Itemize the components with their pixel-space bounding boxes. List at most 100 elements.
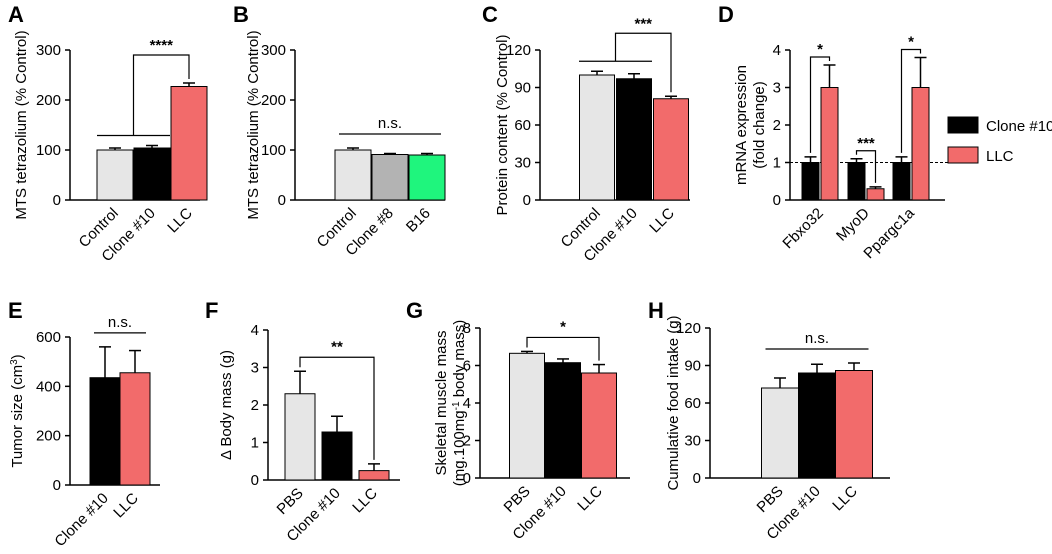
bar: [334, 149, 372, 201]
significance-bracket: [526, 336, 600, 361]
y-tick-label: 2: [773, 117, 781, 134]
y-tick-label: 0: [53, 192, 61, 209]
bar: [761, 387, 799, 479]
y-tick-label: 0: [463, 470, 471, 487]
panel-g: G 0 2 4 6 8 Skeletal muscle mass (mg.100mg-1 bo…: [406, 298, 630, 543]
bar: [579, 74, 615, 201]
bar: [581, 372, 617, 479]
significance-label: *: [908, 34, 914, 51]
y-tick-label: 60: [684, 395, 701, 412]
y-tick-label: 3: [773, 80, 781, 97]
panel-letter: B: [233, 2, 249, 27]
y-axis-label: MTS tetrazolium (% Control): [13, 30, 30, 219]
bar: [835, 370, 873, 479]
y-tick-label: 90: [514, 80, 531, 97]
panel-letter: F: [205, 298, 218, 323]
y-tick-label: 0: [278, 192, 286, 209]
x-tick-label: LLC: [110, 490, 142, 522]
bar: [321, 431, 353, 481]
x-tick-label: LLC: [349, 485, 381, 517]
significance-bracket: [855, 150, 877, 183]
significance-label: n.s.: [378, 115, 402, 132]
y-tick-label: 3: [251, 360, 259, 377]
y-tick-label: 0: [523, 192, 531, 209]
legend-label: LLC: [986, 148, 1014, 165]
significance-label: *: [817, 41, 823, 58]
y-tick-label: 90: [684, 358, 701, 375]
panel-letter: E: [8, 298, 23, 323]
y-tick-label: 300: [36, 42, 61, 59]
bar: [545, 362, 581, 479]
y-tick-label: 120: [676, 320, 701, 337]
bar: [284, 393, 316, 481]
y-tick-label: 200: [261, 92, 286, 109]
x-tick-label: B16: [403, 205, 434, 236]
significance-bracket: [299, 356, 375, 460]
panel-d: D 0 1 2 3 4 mRNA expression (fold change) Fbxo32…: [718, 2, 960, 262]
bar: [509, 352, 545, 479]
significance-label: ****: [150, 37, 174, 54]
y-tick-label: 0: [53, 477, 61, 494]
y-tick-label: 1: [251, 435, 259, 452]
y-tick-label: 100: [36, 142, 61, 159]
y-tick-label: 4: [773, 42, 781, 59]
x-tick-label: LLC: [164, 205, 196, 237]
bar: [801, 162, 820, 201]
panel-letter: H: [648, 298, 664, 323]
significance-bracket: [614, 32, 672, 93]
bar: [133, 147, 171, 201]
significance-bracket: [809, 56, 831, 153]
y-axis-label: Δ Body mass (g): [218, 350, 235, 460]
significance-label: **: [331, 338, 343, 355]
x-tick-label: PBS: [274, 485, 307, 518]
y-tick-label: 400: [36, 378, 61, 395]
bar: [358, 470, 390, 481]
y-tick-label: 30: [514, 155, 531, 172]
bar: [89, 377, 121, 486]
x-tick-label: Clone #10: [51, 490, 111, 550]
y-tick-label: 200: [36, 428, 61, 445]
y-axis-label: Protein content (% Control): [494, 35, 511, 216]
panel-letter: D: [718, 2, 734, 27]
legend-swatch: [947, 146, 979, 164]
bar: [653, 98, 689, 201]
significance-label: ***: [857, 135, 875, 152]
significance-label: n.s.: [805, 330, 829, 347]
x-tick-label: Fbxo32: [779, 205, 826, 252]
y-axis-label: Skeletal muscle mass: [433, 330, 450, 475]
panel-letter: G: [406, 298, 423, 323]
y-tick-label: 0: [251, 472, 259, 489]
x-tick-label: LLC: [574, 483, 606, 515]
y-axis-label: Tumor size (cm3): [9, 354, 27, 467]
y-axis-label-line2: (fold change): [751, 81, 768, 169]
x-tick-label: Ppargc1a: [860, 204, 918, 262]
y-tick-label: 1: [773, 155, 781, 172]
y-axis-label: Cumulative food intake (g): [665, 315, 682, 490]
y-tick-label: 100: [261, 142, 286, 159]
x-tick-label: LLC: [829, 483, 861, 515]
y-tick-label: 0: [693, 470, 701, 487]
y-tick-label: 8: [463, 320, 471, 337]
significance-bracket: [900, 48, 922, 153]
significance-bracket: [132, 54, 190, 136]
legend: Clone #10 LLC: [947, 116, 1052, 165]
y-tick-label: 200: [36, 92, 61, 109]
bar: [892, 162, 911, 201]
y-tick-label: 4: [251, 322, 259, 339]
y-tick-label: 60: [514, 117, 531, 134]
y-tick-label: 600: [36, 329, 61, 346]
x-tick-label: LLC: [646, 205, 678, 237]
significance-label: ***: [634, 15, 652, 32]
bar: [911, 87, 930, 201]
y-tick-label: 30: [684, 433, 701, 450]
y-tick-label: 2: [463, 433, 471, 450]
y-tick-label: 120: [506, 42, 531, 59]
legend-label: Clone #10: [986, 118, 1052, 135]
significance-label: *: [560, 318, 566, 335]
